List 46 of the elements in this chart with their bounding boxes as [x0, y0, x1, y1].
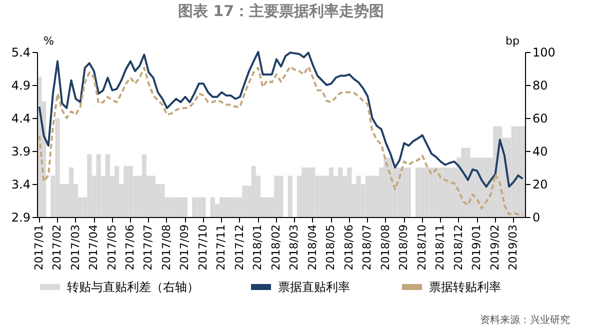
y-tick-label: 3.9: [11, 144, 30, 158]
y-axis-title: %: [44, 34, 54, 48]
y-tick-label: 2.9: [11, 210, 30, 224]
x-tick-label: 2019/03: [506, 224, 520, 270]
y2-tick-label: 40: [532, 144, 548, 158]
x-tick-label: 2017/06: [123, 224, 136, 270]
x-tick-label: 2018/09: [397, 224, 410, 270]
x-tick-label: 2017/10: [196, 224, 210, 270]
x-tick-label: 2017/07: [142, 224, 155, 270]
x-tick-label: 2018/11: [434, 224, 447, 270]
y2-tick-label: 80: [532, 78, 548, 92]
text: 资料来源：兴业研究: [480, 314, 570, 327]
x-tick-label: 2017/03: [68, 224, 82, 270]
x-tick-label: 2017/04: [87, 224, 100, 270]
y2-axis-title: bp: [506, 34, 520, 48]
x-tick-label: 2018/10: [415, 224, 428, 270]
y2-tick-label: 0: [532, 210, 540, 224]
x-tick-label: 2018/02: [269, 224, 282, 270]
legend-label: 票据直贴利率: [278, 280, 350, 294]
y-tick-label: 4.9: [11, 78, 30, 92]
chart-title: 图表 17：主要票据利率走势图: [178, 2, 384, 20]
x-tick-label: 2019/02: [488, 224, 502, 270]
x-tick-label: 2017/09: [178, 224, 192, 270]
x-tick-label: 2018/01: [251, 224, 264, 270]
x-tick-label: 2018/07: [360, 224, 374, 270]
x-tick-label: 2018/03: [288, 224, 301, 270]
x-tick-label: 2017/01: [32, 224, 46, 270]
x-tick-label: 2018/04: [306, 224, 319, 270]
x-tick-label: 2018/08: [378, 224, 392, 270]
y2-tick-label: 20: [532, 178, 548, 192]
x-tick-label: 2018/06: [342, 224, 356, 270]
x-tick-label: 2018/05: [324, 224, 338, 270]
y2-tick-label: 60: [532, 112, 548, 126]
x-tick-label: 2017/05: [105, 224, 118, 270]
x-tick-label: 2017/02: [50, 224, 64, 270]
x-tick-label: 2019/01: [470, 224, 484, 270]
y2-tick-label: 100: [532, 46, 556, 60]
y-tick-label: 4.4: [11, 112, 30, 126]
x-tick-label: 2018/12: [452, 224, 465, 270]
x-tick-label: 2017/08: [160, 224, 173, 270]
legend-label: 转贴与直贴利差（右轴）: [67, 280, 199, 294]
y-tick-label: 5.4: [11, 46, 30, 60]
x-tick-label: 2017/12: [232, 224, 246, 270]
x-tick-label: 2017/11: [214, 224, 228, 270]
legend-label: 票据转贴利率: [429, 280, 501, 294]
y-tick-label: 3.4: [11, 178, 30, 192]
